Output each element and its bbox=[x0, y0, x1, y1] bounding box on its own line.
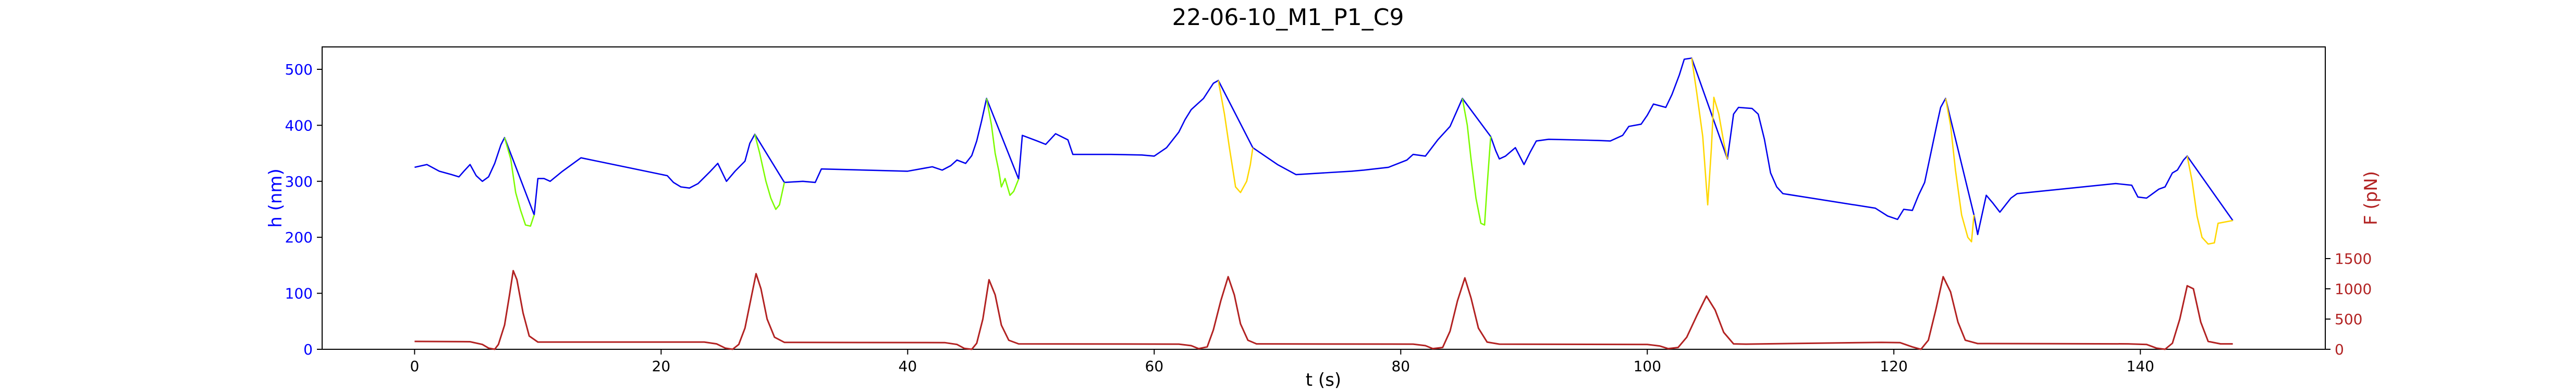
y-left-tick-label: 300 bbox=[285, 173, 313, 190]
plot-frame bbox=[322, 46, 2326, 350]
y-right-tick-label: 500 bbox=[2335, 311, 2362, 328]
y-left-tick-label: 500 bbox=[285, 61, 313, 78]
x-tick-label: 0 bbox=[410, 358, 419, 375]
y-axis-label-left: h (nm) bbox=[265, 168, 286, 228]
y-left-tick-label: 100 bbox=[285, 285, 313, 302]
y-left-tick-label: 0 bbox=[303, 341, 313, 358]
x-tick-label: 40 bbox=[899, 358, 917, 375]
x-tick-label: 20 bbox=[652, 358, 671, 375]
y-left-tick-label: 200 bbox=[285, 229, 313, 246]
y-right-tick-label: 1000 bbox=[2335, 280, 2372, 298]
y-right-tick-label: 1500 bbox=[2335, 250, 2372, 267]
series-line-3-height bbox=[986, 98, 1020, 196]
y-axis-left: 0 100 200 300 400 500 bbox=[285, 61, 322, 358]
x-tick-label: 60 bbox=[1145, 358, 1164, 375]
series-line-6-height bbox=[1691, 58, 1728, 206]
y-left-tick-label: 400 bbox=[285, 117, 313, 134]
y-axis-label-right: F (pN) bbox=[2361, 171, 2382, 225]
series-line-1-height bbox=[504, 137, 535, 227]
x-axis-label: t (s) bbox=[1306, 370, 1341, 390]
x-axis: 0 20 40 60 80 100 120 140 bbox=[410, 349, 2154, 375]
series-line-7-height bbox=[1945, 98, 1975, 243]
series-line-8-height bbox=[2186, 156, 2233, 245]
x-tick-label: 100 bbox=[1634, 358, 1661, 375]
x-tick-label: 80 bbox=[1391, 358, 1410, 375]
series-line-4-height bbox=[1218, 80, 1254, 193]
series-line-5-height bbox=[1462, 98, 1492, 226]
series-line-9-force bbox=[414, 270, 2233, 350]
y-axis-right: 0 500 1000 1500 bbox=[2325, 250, 2372, 358]
series-line-2-height bbox=[754, 134, 786, 210]
y-right-tick-label: 0 bbox=[2335, 341, 2344, 358]
x-tick-label: 120 bbox=[1880, 358, 1908, 375]
series-line-0-height bbox=[414, 57, 2234, 236]
x-tick-label: 140 bbox=[2127, 358, 2154, 375]
chart-title: 22-06-10_M1_P1_C9 bbox=[1172, 4, 1404, 31]
series-layer bbox=[414, 57, 2234, 350]
